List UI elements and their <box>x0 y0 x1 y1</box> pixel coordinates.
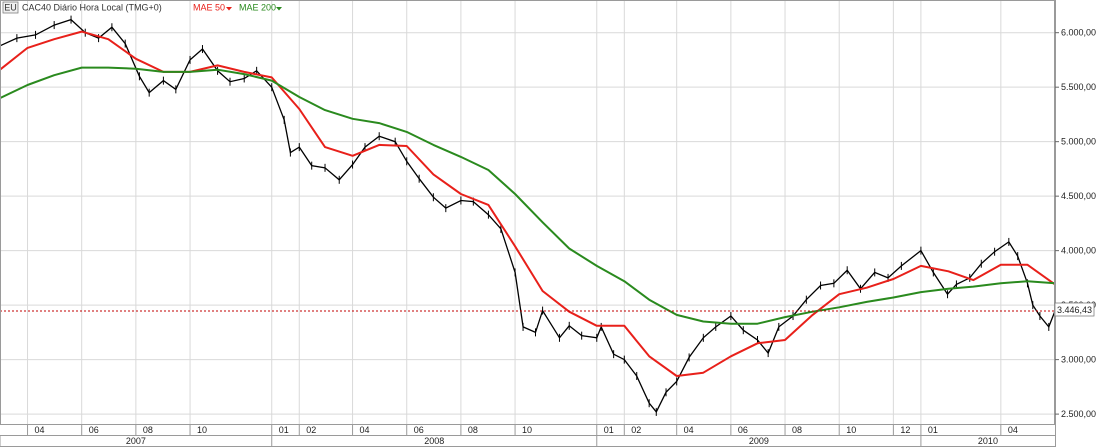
x-tick-label: 06 <box>414 425 424 435</box>
moving-average-layer <box>0 30 1056 377</box>
x-tick-label: 02 <box>306 425 316 435</box>
year-label: 2009 <box>749 436 769 446</box>
x-tick-label: 02 <box>631 425 641 435</box>
grid-lines <box>0 0 1055 425</box>
y-tick-label: 6.000,00 <box>1061 28 1096 38</box>
legend-mae50-label[interactable]: MAE 50 <box>193 3 225 13</box>
last-price-badge-box <box>1054 302 1095 317</box>
y-tick-label: 3.000,00 <box>1061 355 1096 365</box>
symbol-badge-label: EU <box>4 3 17 13</box>
chart-header: EU CAC40 Diário Hora Local (TMG+0) MAE 5… <box>2 1 282 14</box>
x-tick-label: 04 <box>360 425 370 435</box>
y-axis: 2.500,003.000,003.500,004.000,004.500,00… <box>1055 28 1096 419</box>
x-tick-label: 10 <box>197 425 207 435</box>
year-label: 2010 <box>978 436 998 446</box>
y-tick-label: 4.000,00 <box>1061 246 1096 256</box>
x-tick-label: 06 <box>738 425 748 435</box>
y-tick-label: 4.500,00 <box>1061 191 1096 201</box>
plot-frame <box>0 0 1055 425</box>
x-tick-label: 10 <box>522 425 532 435</box>
mae200-dropdown-icon[interactable] <box>276 7 282 11</box>
x-tick-label: 08 <box>468 425 478 435</box>
chart-title: CAC40 Diário Hora Local (TMG+0) <box>22 3 162 13</box>
legend-mae200-label[interactable]: MAE 200 <box>239 3 276 13</box>
y-tick-label: 2.500,00 <box>1061 409 1096 419</box>
year-label: 2008 <box>424 436 444 446</box>
x-axis: 04 06 08 10 01 02 04 06 08 10 01 02 04 06 08 10 12 01 04 20… <box>0 425 1055 447</box>
x-tick-label: 06 <box>89 425 99 435</box>
plot-background <box>0 0 1055 425</box>
x-tick-label: 10 <box>846 425 856 435</box>
price-series-layer <box>0 15 1056 416</box>
x-tick-label: 01 <box>279 425 289 435</box>
x-tick-label: 04 <box>1008 425 1018 435</box>
x-tick-label: 08 <box>143 425 153 435</box>
y-tick-label: 5.000,00 <box>1061 137 1096 147</box>
series-mae200-line <box>0 66 1056 325</box>
x-tick-label: 08 <box>792 425 802 435</box>
y-tick-label: 5.500,00 <box>1061 82 1096 92</box>
x-tick-label: 01 <box>604 425 614 435</box>
last-price-badge-text: 3.446,43 <box>1057 305 1092 315</box>
x-tick-label: 01 <box>928 425 938 435</box>
x-tick-label: 12 <box>900 425 910 435</box>
x-tick-label: 04 <box>35 425 45 435</box>
symbol-badge[interactable] <box>2 1 19 14</box>
x-tick-label: 04 <box>684 425 694 435</box>
year-label: 2007 <box>126 436 146 446</box>
last-price-badge: 3.446,43 <box>1054 302 1095 317</box>
mae50-dropdown-icon[interactable] <box>226 7 232 11</box>
